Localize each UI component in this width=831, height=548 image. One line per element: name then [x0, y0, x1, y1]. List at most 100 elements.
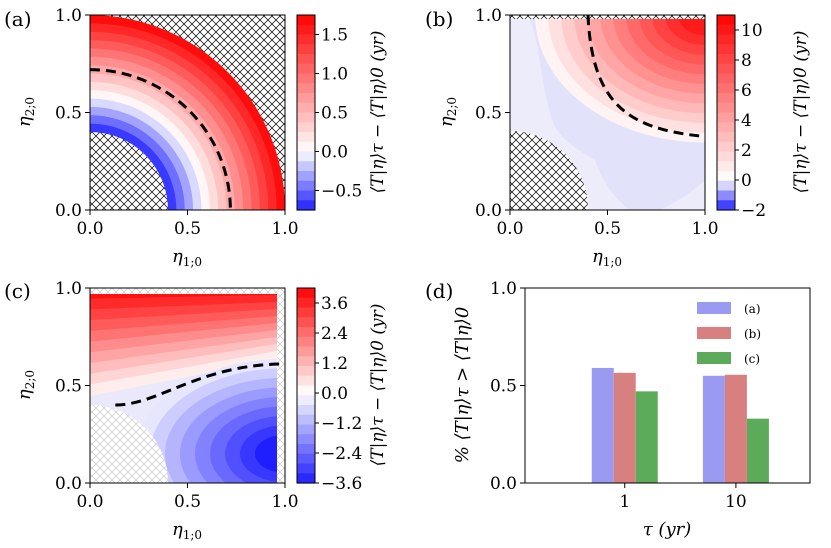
colorbar-segment: [717, 102, 735, 114]
colorbar-segment: [297, 102, 315, 114]
panel-a-label: (a): [4, 7, 32, 31]
colorbar-segment: [717, 34, 735, 45]
panel-c-warm-band: [90, 335, 285, 375]
colorbar-segment: [297, 346, 315, 357]
colorbar-segment: [297, 34, 315, 45]
colorbar-frame: [716, 14, 736, 211]
panel-d: 1 10 0.0 0.5 1.0 (d) τ (yr) % ⟨T|η⟩τ > ⟨T|η⟩…: [425, 279, 811, 540]
bar-a-1: [591, 367, 614, 483]
colorbar-segment: [297, 395, 315, 406]
legend-swatch: [697, 327, 731, 339]
colorbar-segment: [297, 297, 315, 309]
panel-b-ylabel: η2;0: [436, 97, 459, 127]
colorbar-segment: [297, 190, 315, 201]
colorbar-segment: [297, 93, 315, 104]
colorbar-segment: [297, 453, 315, 465]
colorbar-tick-label: 2: [741, 141, 752, 161]
panel-c-heatmap: [90, 288, 285, 483]
y-tick-label: 1.0: [55, 279, 82, 299]
y-tick-label: 0.5: [475, 104, 502, 124]
x-tick-label: 0.5: [174, 219, 201, 239]
panel-c-warm-band: [90, 322, 285, 354]
panel-a-xlabel: η1;0: [172, 246, 202, 269]
panel-c-warm-band: [90, 301, 285, 322]
y-tick-label: 1.0: [55, 6, 82, 26]
bar-a-10: [702, 375, 725, 483]
colorbar-segment: [717, 63, 735, 75]
colorbar-segment: [297, 63, 315, 75]
colorbar-tick-label: 0.0: [321, 384, 348, 404]
y-tick-label: 0.5: [55, 104, 82, 124]
x-tick-label: 0.5: [174, 492, 201, 512]
colorbar-tick-label: 1.0: [321, 65, 348, 85]
panel-c-warm-band: [90, 294, 285, 311]
legend-label: (a): [744, 302, 761, 316]
colorbar-segment: [297, 54, 315, 65]
colorbar-segment: [297, 122, 315, 133]
colorbar-segment: [297, 15, 315, 26]
colorbar-segment: [717, 151, 735, 162]
colorbar-tick-label: 2.4: [321, 324, 348, 344]
panel-b-label: (b): [425, 7, 453, 31]
y-tick-label: 0.0: [490, 474, 517, 494]
bar-b-1: [613, 372, 636, 483]
colorbar-segment: [297, 317, 315, 328]
colorbar-segment: [717, 132, 735, 143]
colorbar-tick-label: 1.2: [321, 354, 348, 374]
colorbar-segment: [297, 444, 315, 455]
y-tick-label: 0.0: [55, 474, 82, 494]
panel-b-contour-band: [678, 15, 705, 36]
y-tick-label: 1.0: [475, 6, 502, 26]
colorbar-tick-label: 1.5: [321, 26, 348, 46]
colorbar-tick-label: 0: [741, 171, 752, 191]
colorbar-segment: [297, 434, 315, 445]
x-tick-label: 0.0: [76, 492, 103, 512]
colorbar-segment: [717, 122, 735, 133]
colorbar-segment: [297, 414, 315, 426]
colorbar-segment: [717, 44, 735, 55]
panel-c-warm-band: [90, 308, 285, 332]
legend-swatch: [697, 352, 731, 364]
colorbar-tick-label: −0.5: [321, 182, 362, 202]
colorbar-segment: [717, 112, 735, 123]
colorbar-segment: [297, 375, 315, 387]
panel-c-zero-contour: [115, 362, 280, 407]
colorbar-segment: [297, 366, 315, 377]
colorbar-tick-label: −3.6: [321, 474, 362, 494]
legend-label: (b): [744, 327, 761, 341]
x-tick-label: 1: [619, 492, 630, 512]
panel-c-ylabel: η2;0: [14, 370, 37, 400]
colorbar-segment: [717, 73, 735, 84]
panel-c-label: (c): [4, 279, 31, 303]
colorbar-segment: [717, 93, 735, 104]
y-tick-label: 0.0: [55, 201, 82, 221]
panel-b-heatmap: [510, 15, 705, 210]
colorbar-segment: [717, 180, 735, 192]
panel-a-heatmap: [90, 15, 285, 210]
colorbar-tick-label: −2: [741, 201, 766, 221]
legend-swatch: [697, 302, 731, 314]
panel-b-zero-contour: [586, 15, 700, 138]
colorbar-segment: [717, 24, 735, 36]
colorbar-segment: [297, 151, 315, 162]
x-tick-label: 0.0: [76, 219, 103, 239]
y-tick-label: 0.5: [490, 377, 517, 397]
panel-c-warm-band: [90, 315, 285, 343]
panel-d-xlabel: τ (yr): [643, 519, 692, 540]
panel-a: 0.0 0.5 1.0 0.0 0.5 1.0 (a) η1;0 η2;0 1.5 1.0 0…: [4, 6, 388, 269]
colorbar-segment: [297, 83, 315, 94]
colorbar-segment: [297, 161, 315, 172]
colorbar-tick-label: −1.2: [321, 414, 362, 434]
panel-a-ylabel: η2;0: [14, 97, 37, 127]
colorbar-segment: [717, 141, 735, 153]
colorbar-label: ⟨T|η⟩τ − ⟨T|η⟩0 (yr): [368, 31, 388, 194]
panel-c: 0.0 0.5 1.0 0.0 0.5 1.0 (c) η1;0 η2;0 3.6 2.4 1…: [4, 279, 388, 542]
colorbar-segment: [297, 44, 315, 55]
x-tick-label: 1.0: [691, 219, 718, 239]
panel-c-xlabel: η1;0: [172, 519, 202, 542]
colorbar-frame: [296, 287, 316, 484]
colorbar-segment: [297, 24, 315, 36]
y-tick-label: 0.5: [55, 377, 82, 397]
colorbar-segment: [297, 180, 315, 192]
colorbar-tick-label: 0.5: [321, 104, 348, 124]
